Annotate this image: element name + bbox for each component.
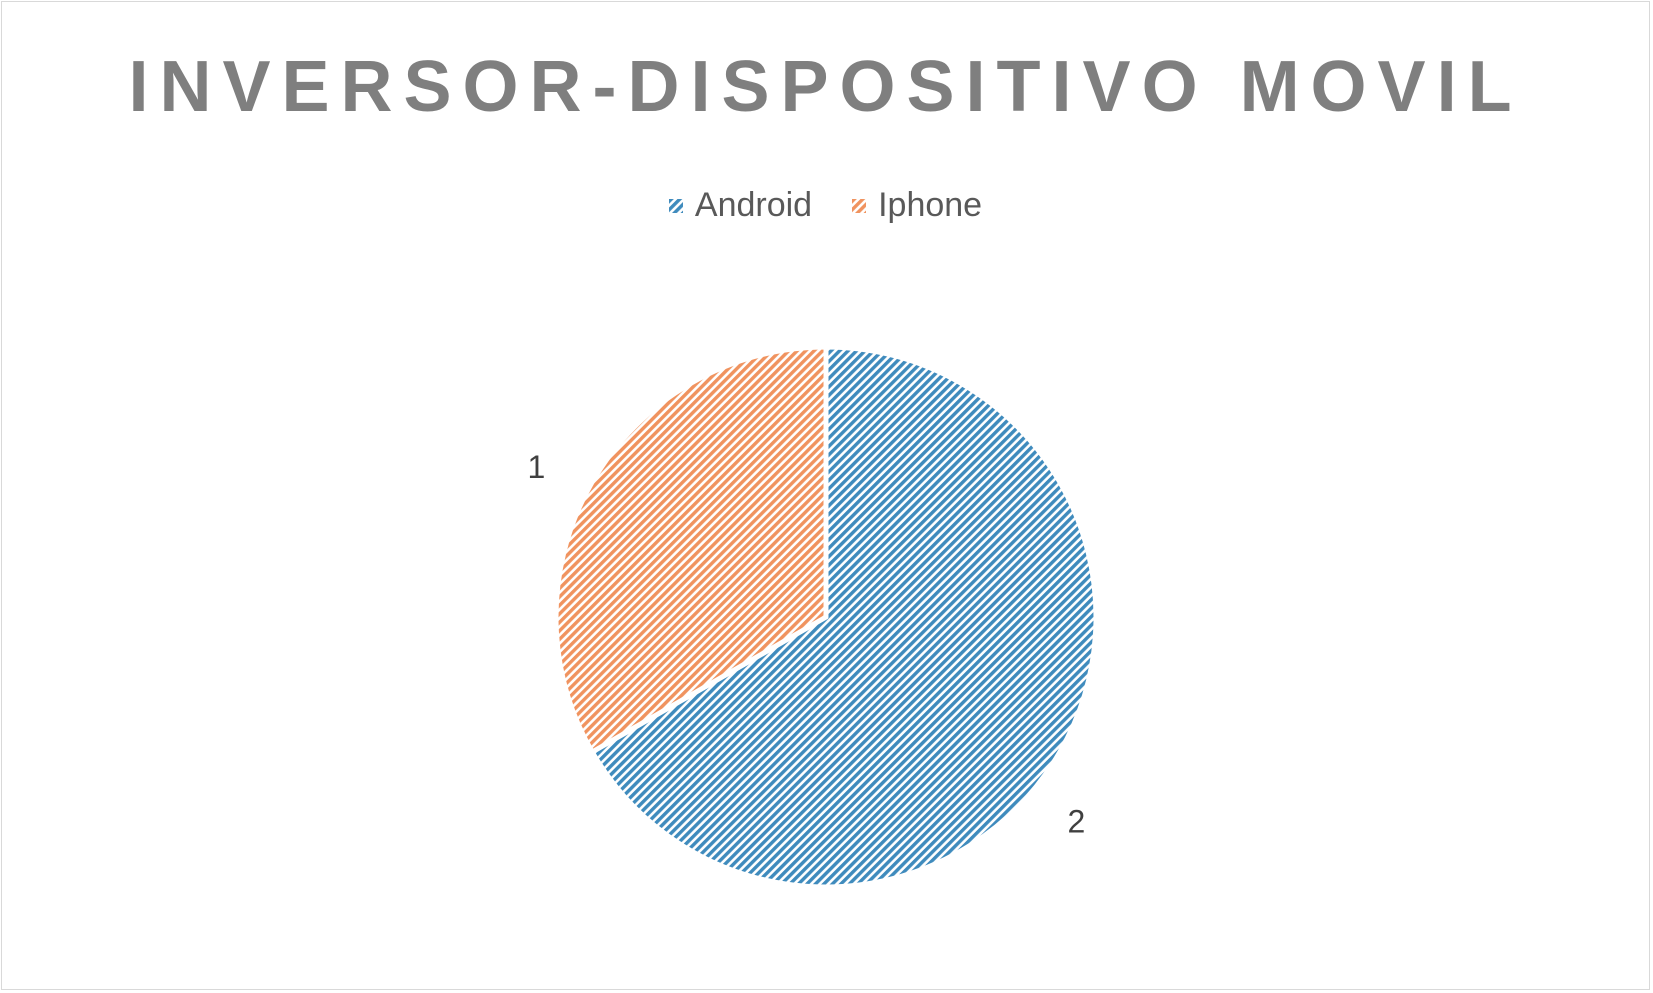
chart-title: INVERSOR-DISPOSITIVO MOVIL [128,47,1523,127]
legend-swatch-iphone [852,198,867,213]
legend: Android Iphone [2,186,1649,225]
legend-label-iphone: Iphone [878,186,983,224]
pie-slice-android [589,344,1099,890]
legend-item-iphone: Iphone [852,186,982,225]
data-label-android: 2 [1068,804,1086,840]
pie-slice-iphone [553,344,829,755]
legend-item-android: Android [668,186,813,225]
legend-swatch-android [668,198,683,213]
legend-label-android: Android [694,186,813,224]
data-label-iphone: 1 [528,449,546,485]
